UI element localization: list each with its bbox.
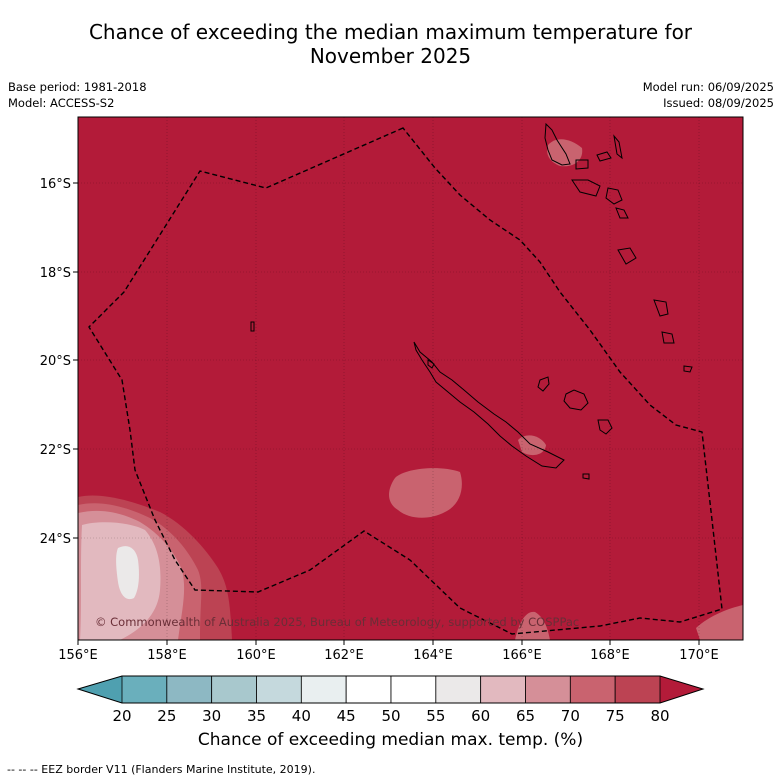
model-name: Model: ACCESS-S2 (8, 96, 115, 110)
run-info: Model run: 06/09/2025 Issued: 08/09/2025 (643, 79, 774, 111)
colorbar-tick-label: 25 (157, 707, 176, 725)
belep-islands (427, 359, 435, 369)
tanna-island (653, 299, 669, 317)
colorbar-tick-label: 35 (247, 707, 266, 725)
colorbar-segment (121, 675, 168, 704)
colorbar-label: Chance of exceeding median max. temp. (%… (197, 730, 584, 750)
erromango-island (617, 247, 637, 265)
colorbar-ticks: 20 25 30 35 40 45 50 55 60 65 70 75 80 (112, 707, 669, 725)
small-island (683, 365, 693, 373)
chesterfield-islet (250, 321, 255, 332)
erromango-north (615, 207, 629, 219)
longitude-label: 164°E (413, 648, 453, 663)
aneityum-island (661, 331, 675, 344)
longitude-label: 160°E (236, 648, 276, 663)
colorbar-tick-label: 20 (112, 707, 131, 725)
colorbar-high-arrow (660, 676, 703, 703)
colorbar-segment (525, 675, 571, 704)
map-title: Chance of exceeding the median maximum t… (0, 20, 781, 68)
colorbar-segment (300, 675, 347, 704)
longitude-label: 166°E (502, 648, 542, 663)
longitude-label: 162°E (324, 648, 364, 663)
latitude-label: 16°S (40, 177, 71, 192)
colorbar-tick-label: 80 (650, 707, 669, 725)
contour-patch-south (515, 611, 550, 640)
base-period: Base period: 1981-2018 (8, 80, 147, 94)
colorbar-segment (345, 675, 392, 704)
contour-patch-center (389, 468, 462, 518)
coastlines (250, 122, 693, 480)
longitude-label: 168°E (590, 648, 630, 663)
colorbar-segment (256, 675, 302, 704)
title-line-1: Chance of exceeding the median maximum t… (88, 20, 693, 44)
efate-north (571, 179, 601, 197)
new-caledonia-island (413, 341, 565, 469)
model-info: Base period: 1981-2018 Model: ACCESS-S2 (8, 79, 147, 111)
latitude-label: 24°S (40, 532, 71, 547)
colorbar-tick-label: 60 (471, 707, 490, 725)
longitude-label: 158°E (147, 648, 187, 663)
eez-border (88, 127, 723, 635)
copyright-watermark: © Commonwealth of Australia 2025, Bureau… (95, 615, 579, 629)
colorbar: 20 25 30 35 40 45 50 55 60 65 70 75 80 (76, 675, 705, 725)
colorbar-segment (480, 675, 526, 704)
latitude-label: 20°S (40, 354, 71, 369)
colorbar-segment (211, 675, 257, 704)
map-frame (77, 116, 744, 641)
colorbar-tick-label: 50 (381, 707, 400, 725)
maewo-island (596, 151, 612, 162)
ouvea-island (537, 376, 550, 392)
colorbar-tick-label: 55 (426, 707, 445, 725)
colorbar-tick-label: 65 (516, 707, 535, 725)
colorbar-tick-label: 70 (561, 707, 580, 725)
mare-island (597, 419, 613, 435)
efate-island (605, 187, 623, 205)
issued-date: Issued: 08/09/2025 (663, 96, 774, 110)
malakula-island (575, 159, 589, 170)
colorbar-tick-label: 75 (606, 707, 625, 725)
graticule (78, 117, 743, 640)
longitude-labels: 156°E 158°E 160°E 162°E 164°E 166°E 168°E 170°E (58, 640, 719, 663)
colorbar-outline (76, 675, 705, 704)
colorbar-segment (435, 675, 482, 704)
map-panel: © Commonwealth of Australia 2025, Bureau… (78, 117, 743, 640)
lifou-island (563, 389, 589, 411)
colorbar-tick-label: 30 (202, 707, 221, 725)
colorbar-segment (166, 675, 213, 704)
colorbar-tick-label: 40 (292, 707, 311, 725)
espiritu-santo-island (544, 122, 571, 166)
eez-footnote: -- -- -- EEZ border V11 (Flanders Marine… (7, 763, 316, 776)
title-line-2: November 2025 (309, 44, 472, 68)
colorbar-low-arrow (78, 676, 122, 703)
contour-patch-southeast (696, 605, 743, 640)
colorbar-segments (121, 675, 661, 704)
latitude-labels: 16°S 18°S 20°S 22°S 24°S (40, 177, 78, 547)
longitude-label: 156°E (58, 648, 98, 663)
probability-contours (78, 139, 743, 640)
isle-of-pines (582, 473, 590, 480)
contour-55 (116, 546, 139, 600)
model-run-date: Model run: 06/09/2025 (642, 80, 774, 94)
latitude-label: 22°S (40, 443, 71, 458)
ambae-island (613, 134, 623, 160)
colorbar-segment (390, 675, 437, 704)
latitude-label: 18°S (40, 266, 71, 281)
colorbar-tick-label: 45 (337, 707, 356, 725)
colorbar-segment (569, 675, 616, 704)
colorbar-segment (614, 675, 661, 704)
longitude-label: 170°E (679, 648, 719, 663)
